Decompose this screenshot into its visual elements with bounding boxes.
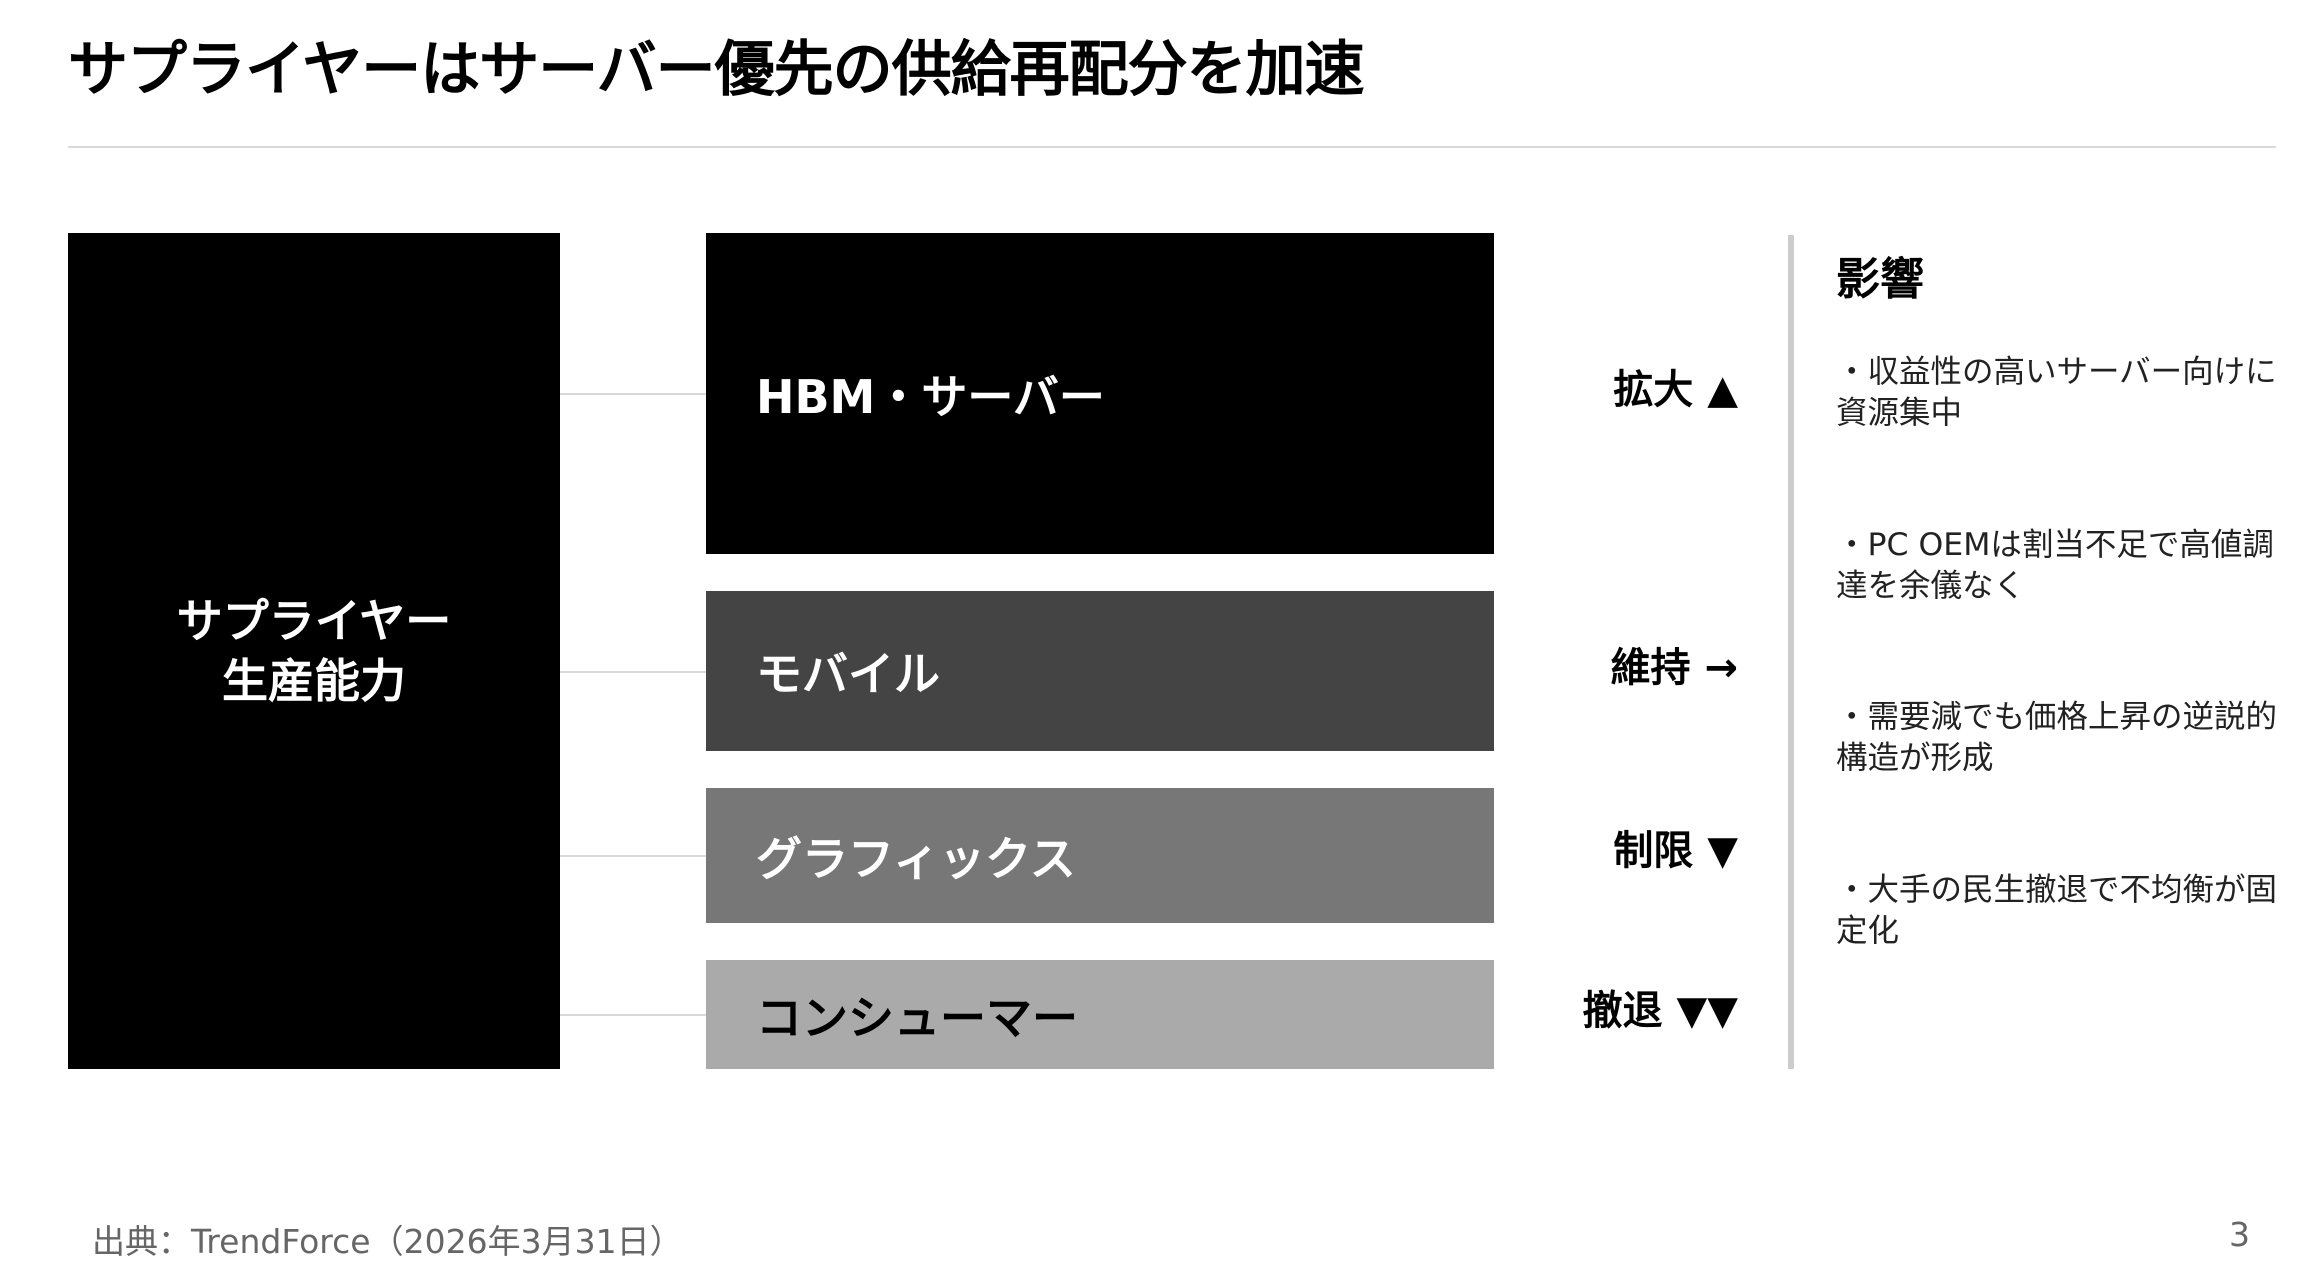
impact-item: ・大手の民生撤退で不均衡が固定化 — [1836, 872, 2278, 949]
connector-mobile — [560, 671, 706, 673]
trend-consumer: 撤退 ▼▼ — [1582, 988, 1738, 1034]
supplier-label-line2: 生産能力 — [222, 654, 406, 708]
connector-graphics — [560, 855, 706, 857]
title-divider — [68, 146, 2276, 148]
segment-label: モバイル — [756, 647, 940, 701]
slide-title: サプライヤーはサーバー優先の供給再配分を加速 — [68, 35, 1365, 105]
impact-item: ・需要減でも価格上昇の逆説的構造が形成 — [1836, 699, 2278, 776]
segment-graphics: グラフィックス — [706, 788, 1494, 923]
segment-label: HBM・サーバー — [756, 369, 1105, 424]
segment-mobile: モバイル — [706, 591, 1494, 751]
connector-hbm — [560, 393, 706, 395]
segment-hbm-server: HBM・サーバー — [706, 233, 1494, 554]
trend-hbm-server: 拡大 ▲ — [1613, 367, 1738, 413]
connector-consumer — [560, 1014, 706, 1016]
impact-divider — [1788, 235, 1794, 1069]
impact-item: ・PC OEMは割当不足で高値調達を余儀なく — [1836, 527, 2274, 604]
trend-graphics: 制限 ▼ — [1613, 828, 1738, 874]
supplier-capacity-block: サプライヤー 生産能力 — [68, 233, 560, 1069]
source-note: 出典：TrendForce（2026年3月31日） — [92, 1222, 683, 1261]
impact-heading: 影響 — [1836, 254, 1924, 305]
segment-label: グラフィックス — [756, 831, 1076, 886]
trend-mobile: 維持 → — [1610, 645, 1738, 691]
page-number: 3 — [2229, 1215, 2250, 1254]
impact-item: ・収益性の高いサーバー向けに資源集中 — [1836, 354, 2277, 431]
segment-consumer: コンシューマー — [706, 960, 1494, 1069]
supplier-label-line1: サプライヤー — [176, 594, 452, 648]
segment-label: コンシューマー — [756, 990, 1078, 1045]
